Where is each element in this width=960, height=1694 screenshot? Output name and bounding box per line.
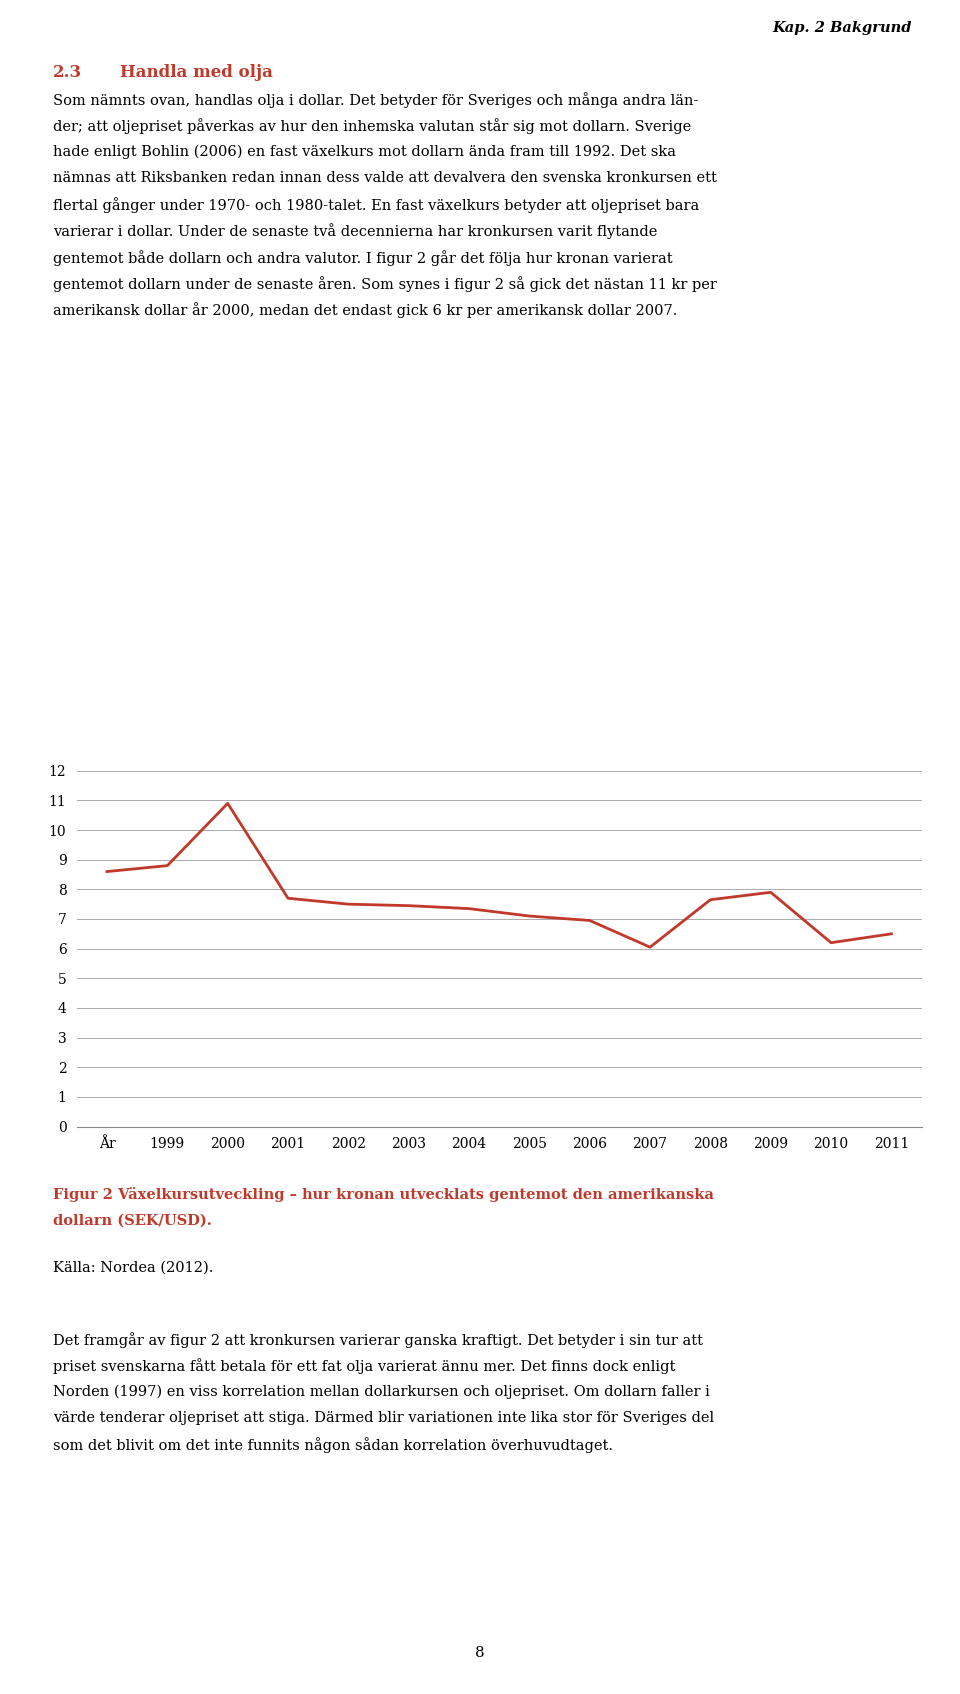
- Text: Norden (1997) en viss korrelation mellan dollarkursen och oljepriset. Om dollarn: Norden (1997) en viss korrelation mellan…: [53, 1384, 709, 1399]
- Text: Källa: Nordea (2012).: Källa: Nordea (2012).: [53, 1260, 213, 1276]
- Text: Handla med olja: Handla med olja: [120, 64, 273, 81]
- Text: Det framgår av figur 2 att kronkursen varierar ganska kraftigt. Det betyder i si: Det framgår av figur 2 att kronkursen va…: [53, 1331, 703, 1348]
- Text: hade enligt Bohlin (2006) en fast växelkurs mot dollarn ända fram till 1992. Det: hade enligt Bohlin (2006) en fast växelk…: [53, 144, 676, 159]
- Text: Figur 2 Växelkursutveckling – hur kronan utvecklats gentemot den amerikanska: Figur 2 Växelkursutveckling – hur kronan…: [53, 1187, 713, 1203]
- Text: nämnas att Riksbanken redan innan dess valde att devalvera den svenska kronkurse: nämnas att Riksbanken redan innan dess v…: [53, 171, 717, 185]
- Text: Som nämnts ovan, handlas olja i dollar. Det betyder för Sveriges och många andra: Som nämnts ovan, handlas olja i dollar. …: [53, 91, 698, 108]
- Text: gentemot dollarn under de senaste åren. Som synes i figur 2 så gick det nästan 1: gentemot dollarn under de senaste åren. …: [53, 276, 717, 291]
- Text: dollarn (SEK/USD).: dollarn (SEK/USD).: [53, 1213, 211, 1228]
- Text: varierar i dollar. Under de senaste två decennierna har kronkursen varit flytand: varierar i dollar. Under de senaste två …: [53, 224, 658, 239]
- Text: priset svenskarna fått betala för ett fat olja varierat ännu mer. Det finns dock: priset svenskarna fått betala för ett fa…: [53, 1359, 675, 1374]
- Text: amerikansk dollar år 2000, medan det endast gick 6 kr per amerikansk dollar 2007: amerikansk dollar år 2000, medan det end…: [53, 302, 677, 318]
- Text: 8: 8: [475, 1647, 485, 1660]
- Text: 2.3: 2.3: [53, 64, 82, 81]
- Text: flertal gånger under 1970- och 1980-talet. En fast växelkurs betyder att oljepri: flertal gånger under 1970- och 1980-tale…: [53, 197, 699, 213]
- Text: värde tenderar oljepriset att stiga. Därmed blir variationen inte lika stor för : värde tenderar oljepriset att stiga. Där…: [53, 1411, 714, 1425]
- Text: gentemot både dollarn och andra valutor. I figur 2 går det följa hur kronan vari: gentemot både dollarn och andra valutor.…: [53, 249, 672, 266]
- Text: der; att oljepriset påverkas av hur den inhemska valutan står sig mot dollarn. S: der; att oljepriset påverkas av hur den …: [53, 119, 691, 134]
- Text: Kap. 2 Bakgrund: Kap. 2 Bakgrund: [773, 20, 912, 36]
- Text: som det blivit om det inte funnits någon sådan korrelation överhuvudtaget.: som det blivit om det inte funnits någon…: [53, 1437, 612, 1453]
